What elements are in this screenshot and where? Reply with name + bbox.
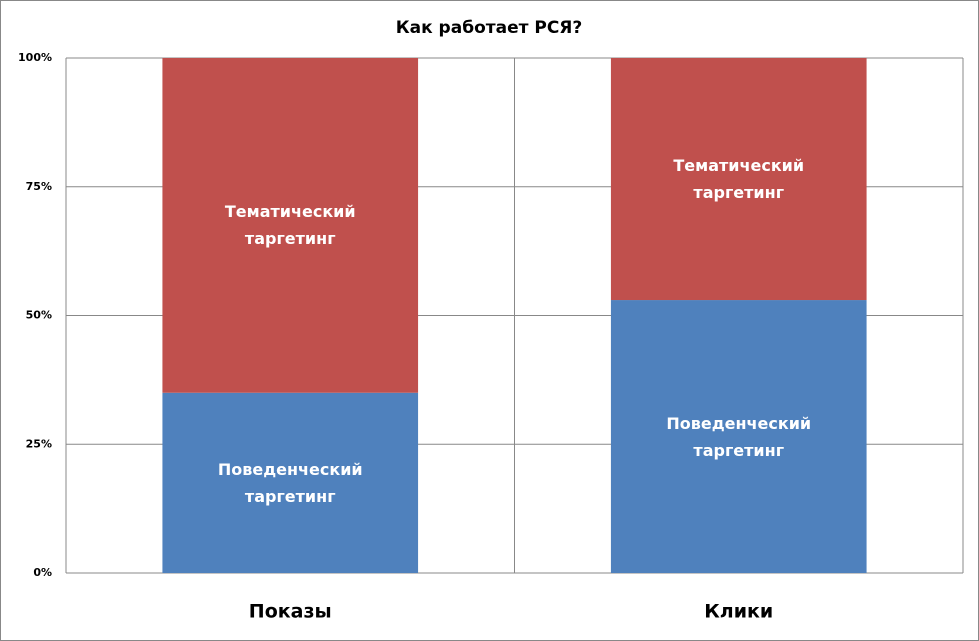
bar-segment — [610, 300, 867, 573]
x-tick-label: Клики — [704, 601, 773, 623]
bar-segment — [162, 58, 419, 393]
bar-segment — [162, 392, 419, 573]
segment-label: Тематический таргетинг — [673, 156, 805, 203]
y-tick-label: 50% — [26, 309, 52, 322]
segment-label: Поведенческий таргетинг — [666, 413, 812, 460]
chart-title: Как работает РСЯ? — [396, 18, 583, 38]
segment-label: Тематический таргетинг — [224, 202, 356, 249]
x-tick-label: Показы — [249, 601, 332, 623]
y-tick-label: 0% — [33, 566, 52, 579]
bar-segment — [610, 58, 867, 301]
y-tick-label: 25% — [26, 437, 52, 450]
y-tick-label: 75% — [26, 180, 52, 193]
segment-label: Поведенческий таргетинг — [217, 459, 363, 506]
y-tick-label: 100% — [18, 51, 52, 64]
